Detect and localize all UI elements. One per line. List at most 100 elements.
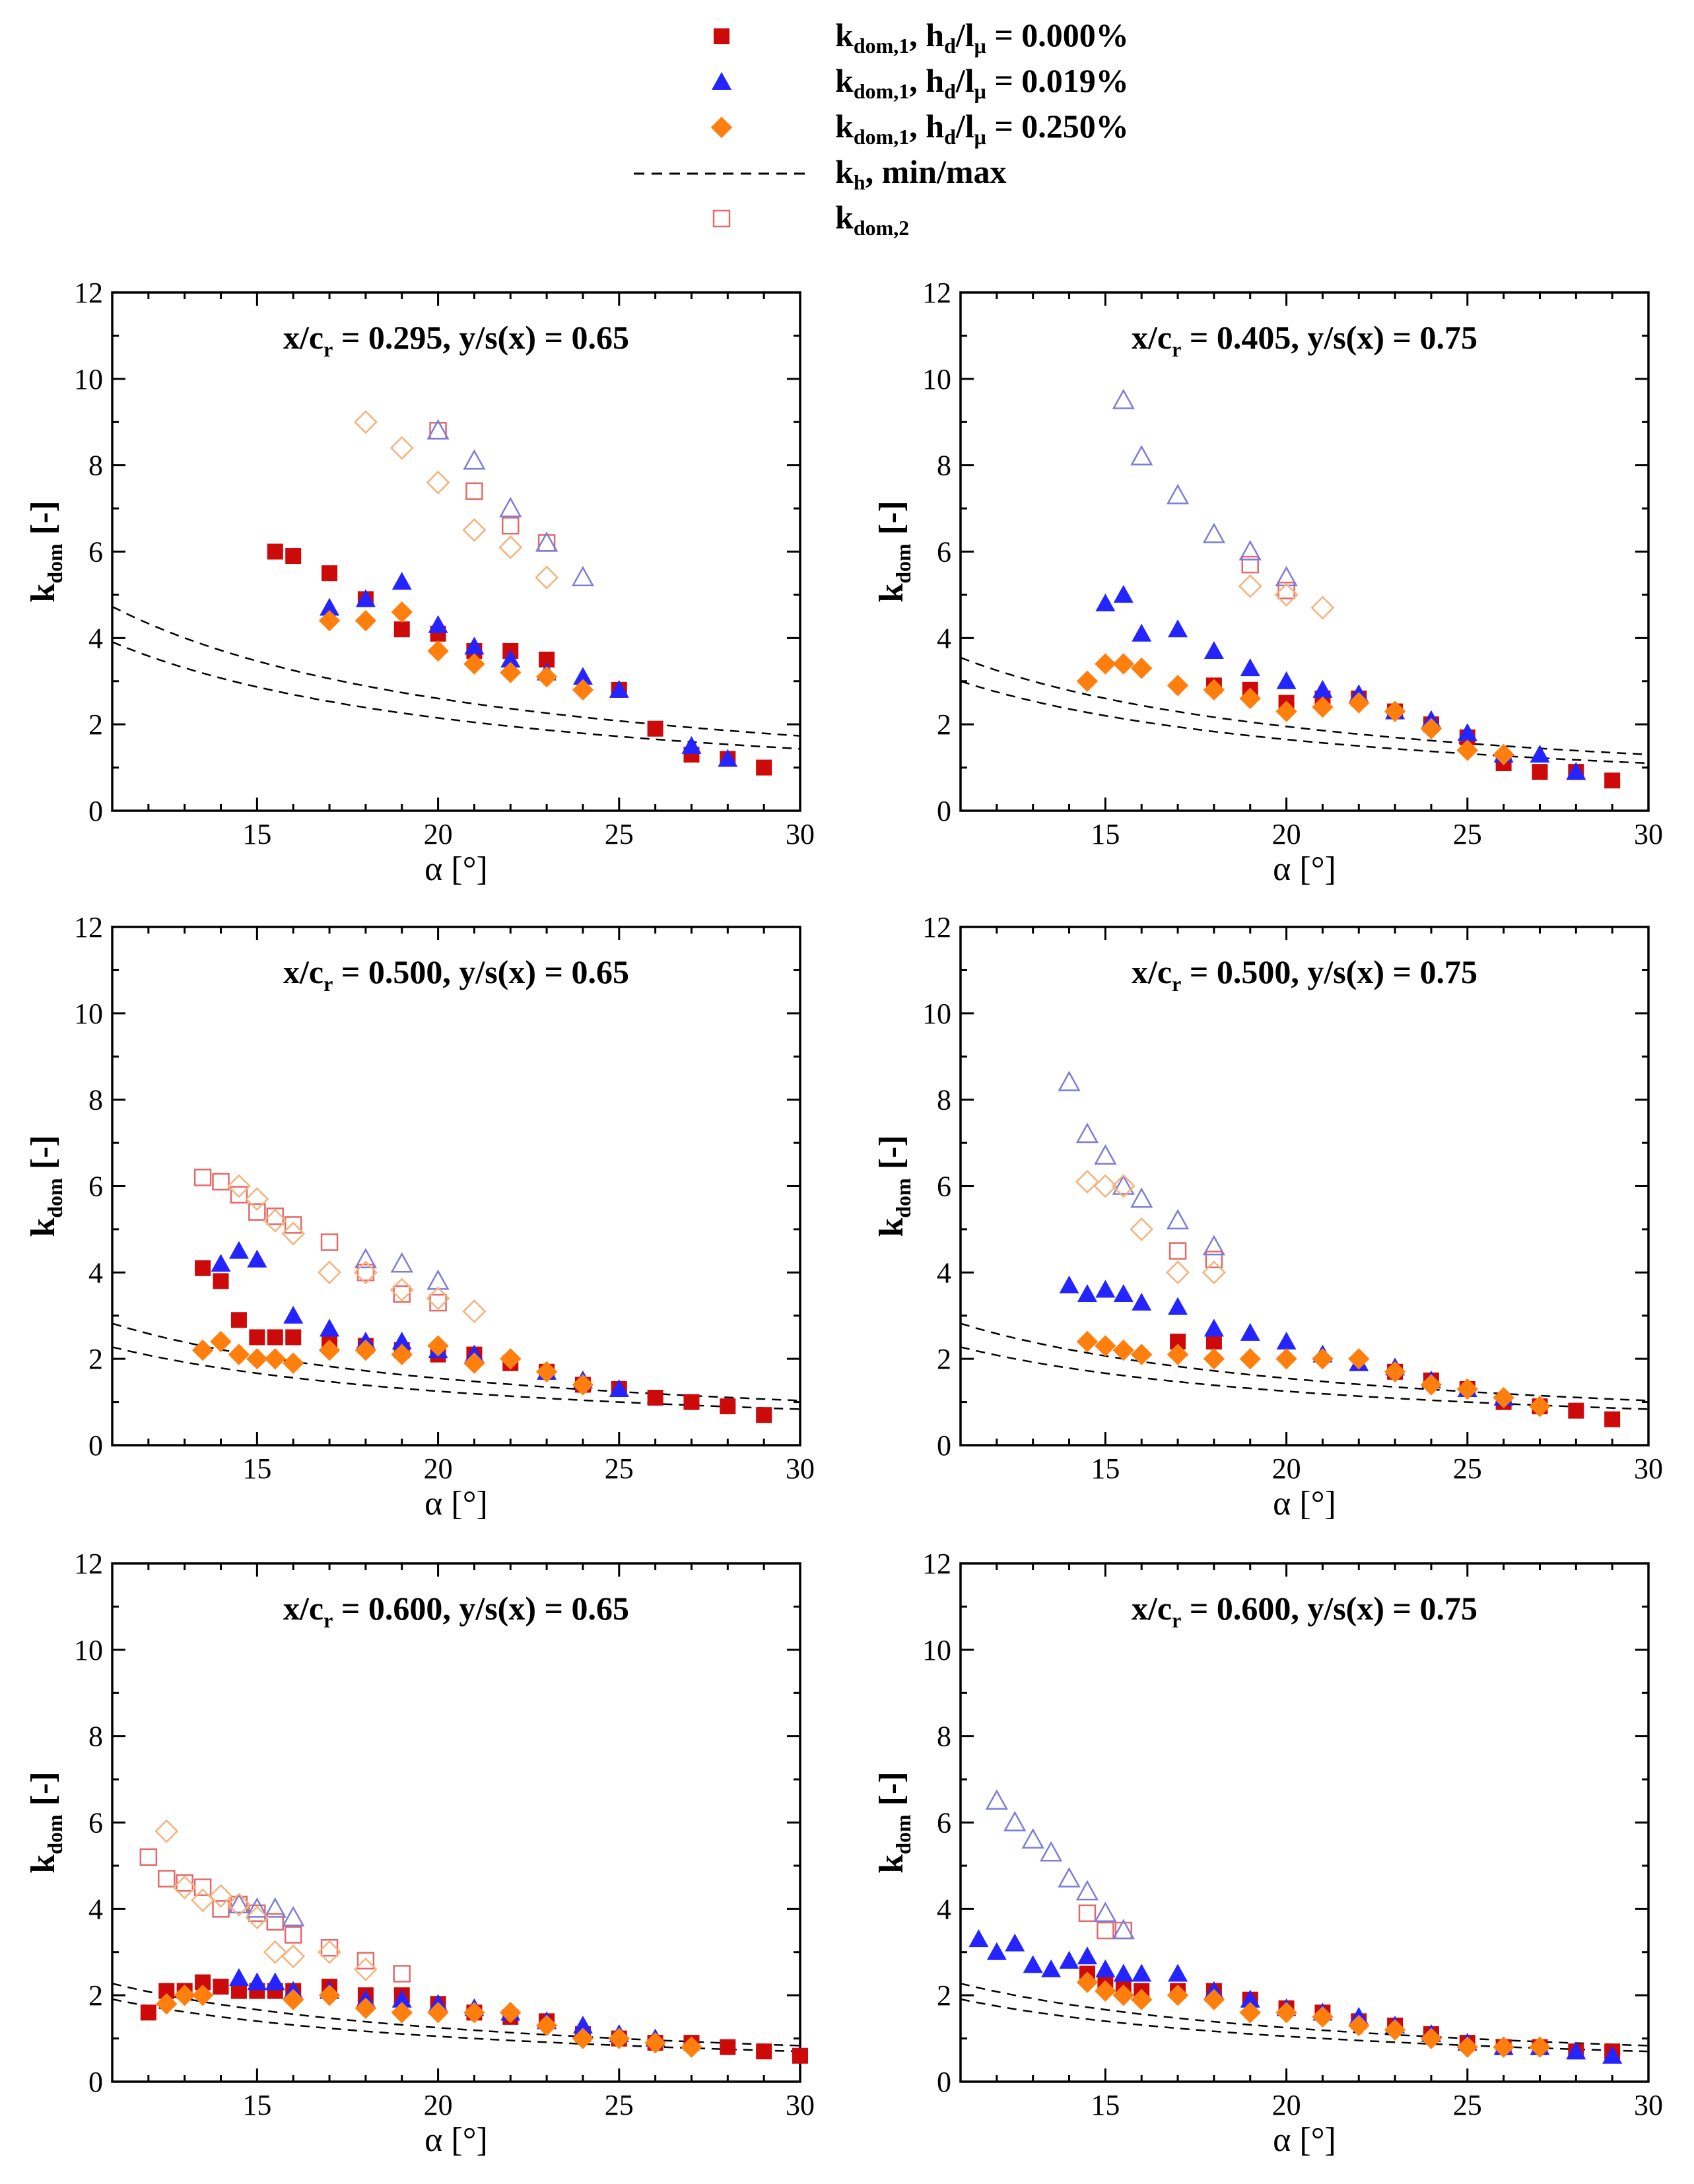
data-point bbox=[1113, 1284, 1134, 1303]
series-k-dom-1-red bbox=[195, 1260, 772, 1423]
series-k-dom-1-red bbox=[1205, 677, 1621, 789]
legend-item-k1_h019: kdom,1, hd/lμ = 0.019% bbox=[712, 62, 1129, 103]
data-point bbox=[1059, 1950, 1079, 1969]
data-point bbox=[1077, 1284, 1097, 1303]
data-point bbox=[1310, 596, 1335, 620]
y-tick-label: 12 bbox=[922, 277, 951, 309]
data-point bbox=[1131, 657, 1153, 679]
data-point bbox=[1239, 1348, 1261, 1370]
x-tick-label: 30 bbox=[1634, 1452, 1663, 1485]
data-point bbox=[355, 589, 376, 607]
data-point bbox=[1566, 2041, 1586, 2060]
data-point bbox=[1167, 1984, 1189, 2006]
data-point bbox=[1112, 1339, 1134, 1361]
data-point bbox=[195, 1260, 211, 1276]
panel-title: x/cr = 0.295, y/s(x) = 0.65 bbox=[283, 319, 629, 361]
chart-panel-3: 15 20 25 30 0 2 4 6 8 10 12 α [°] kdom [-] x/cr = 0.5… bbox=[24, 911, 815, 1522]
data-point bbox=[248, 1203, 266, 1221]
y-tick-label: 8 bbox=[937, 1721, 951, 1753]
data-point bbox=[720, 2039, 736, 2055]
y-tick-label: 2 bbox=[88, 1979, 103, 2012]
data-point bbox=[571, 566, 595, 586]
data-point bbox=[209, 1884, 233, 1908]
data-point bbox=[1095, 1335, 1116, 1357]
x-tick-label: 30 bbox=[786, 2089, 815, 2121]
data-point bbox=[1238, 574, 1262, 598]
y-tick-label: 10 bbox=[74, 1634, 103, 1666]
panel-title: x/cr = 0.600, y/s(x) = 0.75 bbox=[1132, 1590, 1477, 1632]
y-tick-label: 8 bbox=[937, 1084, 951, 1116]
y-tick-label: 2 bbox=[937, 1343, 951, 1375]
series-k-dom-2-orange bbox=[1238, 574, 1335, 620]
data-point bbox=[283, 1352, 304, 1374]
legend-item-kh: kh, min/max bbox=[634, 153, 1007, 194]
data-point bbox=[391, 1989, 412, 2008]
data-point bbox=[1420, 2028, 1442, 2049]
y-tick-label: 12 bbox=[74, 911, 103, 943]
plot-frame bbox=[959, 926, 1650, 1447]
data-point bbox=[1166, 483, 1190, 504]
data-point bbox=[212, 1900, 230, 1918]
data-point bbox=[1097, 1921, 1114, 1940]
data-point bbox=[283, 1305, 304, 1324]
data-point bbox=[249, 1329, 265, 1346]
data-point bbox=[264, 1348, 286, 1370]
data-point bbox=[1058, 1866, 1081, 1888]
series-k-dom-1-orange bbox=[318, 601, 594, 701]
data-point bbox=[465, 482, 483, 500]
data-point bbox=[353, 1260, 378, 1285]
series-k-dom-2-orange bbox=[1075, 1169, 1226, 1285]
data-point bbox=[318, 1339, 341, 1361]
series-k-dom-2-orange bbox=[353, 410, 559, 590]
data-point bbox=[1456, 1378, 1478, 1400]
x-tick-label: 25 bbox=[605, 818, 634, 850]
data-point bbox=[1076, 1330, 1099, 1353]
data-point bbox=[212, 1173, 230, 1191]
data-point bbox=[263, 1208, 287, 1233]
data-point bbox=[1312, 2006, 1334, 2028]
data-point bbox=[1493, 743, 1514, 766]
x-tick-label: 25 bbox=[1453, 2089, 1482, 2121]
series-k-dom-1-blue bbox=[1095, 584, 1586, 780]
data-point bbox=[1457, 723, 1477, 741]
data-point bbox=[1568, 1402, 1584, 1419]
data-point bbox=[1203, 640, 1224, 659]
data-point bbox=[1166, 1260, 1190, 1285]
data-point bbox=[320, 597, 340, 616]
data-point bbox=[226, 1174, 251, 1198]
data-point bbox=[391, 572, 412, 590]
data-point bbox=[756, 1407, 772, 1423]
data-point bbox=[426, 419, 450, 440]
data-point bbox=[535, 531, 559, 552]
data-point bbox=[1602, 2045, 1623, 2064]
data-point bbox=[1420, 718, 1442, 739]
data-point bbox=[1094, 1144, 1117, 1165]
data-point bbox=[426, 1286, 450, 1311]
data-point bbox=[354, 1248, 378, 1268]
data-point bbox=[267, 1329, 283, 1346]
kh-max-curve bbox=[961, 656, 1648, 756]
data-point bbox=[1094, 1901, 1117, 1923]
data-point bbox=[756, 759, 772, 776]
data-point bbox=[1384, 2019, 1406, 2041]
y-tick-label: 10 bbox=[922, 998, 951, 1030]
plot-frame bbox=[111, 1562, 801, 2083]
data-point bbox=[227, 1893, 251, 1914]
plot-frame bbox=[959, 291, 1650, 812]
data-point bbox=[1132, 623, 1152, 642]
series-k-dom-1-red bbox=[267, 543, 772, 776]
data-point bbox=[1132, 1293, 1152, 1311]
data-point bbox=[572, 1374, 594, 1396]
legend-label: kh, min/max bbox=[835, 153, 1007, 194]
y-tick-label: 10 bbox=[922, 1634, 951, 1666]
plot-frame bbox=[111, 291, 801, 812]
data-point bbox=[1530, 744, 1550, 763]
data-point bbox=[1275, 1348, 1297, 1370]
data-point bbox=[1112, 1174, 1135, 1195]
data-point bbox=[1276, 1332, 1297, 1349]
panel-title: x/cr = 0.500, y/s(x) = 0.65 bbox=[283, 953, 629, 996]
data-point bbox=[320, 1233, 339, 1251]
data-point bbox=[464, 636, 485, 655]
data-point bbox=[720, 1398, 736, 1415]
data-point bbox=[572, 667, 593, 685]
